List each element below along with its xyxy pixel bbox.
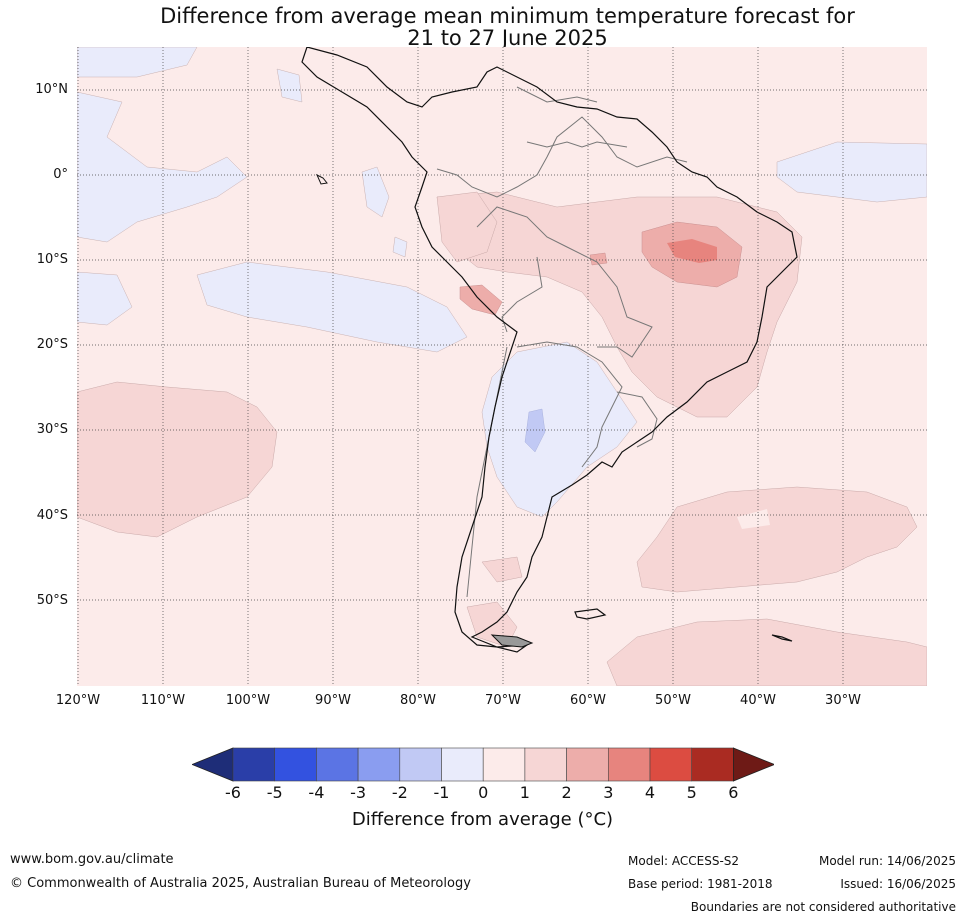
lon-label-30w: 30°W [825, 693, 861, 708]
cool-region-pacific-small-3 [392, 236, 408, 258]
lat-label-20s: 20°S [36, 337, 68, 352]
warm-region-patagonia [481, 556, 523, 583]
cool-region-southern-cone-inner [524, 408, 546, 453]
lon-label-120w: 120°W [55, 693, 101, 708]
lon-label-70w: 70°W [485, 693, 521, 708]
cool-region-pacific-small-2 [361, 166, 390, 218]
footer-copyright: © Commonwealth of Australia 2025, Austra… [10, 876, 471, 891]
forecast-map [77, 47, 927, 686]
lat-label-30s: 30°S [36, 422, 68, 437]
south-georgia [771, 634, 793, 642]
cool-region-atlantic-east [776, 141, 927, 203]
colorbar-under-arrow [192, 747, 234, 782]
colorbar-segment [607, 747, 651, 782]
colorbar-tick-label: 1 [519, 783, 530, 802]
colorbar-label: Difference from average (°C) [351, 809, 614, 830]
colorbar-segment [524, 747, 567, 782]
cool-region-pacific-south [77, 271, 133, 326]
warm-region-south-atlantic [636, 486, 918, 593]
lon-label-80w: 80°W [400, 693, 436, 708]
galapagos [315, 173, 328, 185]
warm-region-andes-north [436, 191, 498, 263]
lon-label-60w: 60°W [570, 693, 606, 708]
colorbar-segment [691, 747, 734, 782]
colorbar-tick-label: -1 [433, 783, 450, 802]
title-line-2: 21 to 27 June 2025 [407, 26, 608, 50]
lat-label-10n: 10°N [35, 82, 68, 97]
lat-label-50s: 50°S [36, 593, 68, 608]
lon-label-90w: 90°W [315, 693, 351, 708]
colorbar-tick-label: -4 [308, 783, 325, 802]
colorbar-segment [441, 747, 484, 782]
colorbar-segment [566, 747, 609, 782]
colorbar-tick-label: 2 [561, 783, 572, 802]
colorbar-segment [316, 747, 359, 782]
colorbar-tick-label: 6 [728, 783, 739, 802]
lon-label-100w: 100°W [225, 693, 271, 708]
title-line-1: Difference from average mean minimum tem… [160, 4, 855, 28]
cool-region-nw [77, 47, 198, 78]
colorbar-segment [399, 747, 442, 782]
cool-region-southern-cone [481, 341, 638, 518]
lon-label-110w: 110°W [140, 693, 186, 708]
graticule [77, 47, 927, 686]
colorbar-over-arrow [733, 747, 774, 782]
colorbar [192, 747, 774, 782]
colorbar-tick-label: -5 [266, 783, 283, 802]
colorbar-tick-label: 5 [686, 783, 697, 802]
colorbar-tick-label: 0 [478, 783, 489, 802]
colorbar-tick-label: -3 [350, 783, 367, 802]
map-title: Difference from average mean minimum tem… [0, 5, 965, 49]
footer-disclaimer: Boundaries are not considered authoritat… [690, 900, 956, 914]
warm3-region-core [667, 239, 717, 263]
colorbar-segment [649, 747, 693, 782]
warm-region-south-pacific [77, 381, 278, 538]
footer-issued: Issued: 16/06/2025 [840, 877, 956, 891]
lat-label-0: 0° [53, 167, 68, 182]
cool-region-pacific-equatorial [77, 91, 248, 243]
colorbar-tick-label: -2 [391, 783, 408, 802]
footer-base-period: Base period: 1981-2018 [628, 877, 773, 891]
tierra-del-fuego [490, 634, 534, 648]
warm2-region-small [589, 252, 608, 266]
colorbar-segment [274, 747, 317, 782]
colorbar-tick-label: 3 [603, 783, 614, 802]
lon-label-40w: 40°W [740, 693, 776, 708]
footer-url[interactable]: www.bom.gov.au/climate [10, 852, 174, 867]
colorbar-tick-label: 4 [644, 783, 656, 802]
colorbar-segment [482, 747, 526, 782]
lat-label-40s: 40°S [36, 508, 68, 523]
colorbar-segment [232, 747, 276, 782]
cool-region-pacific-band [196, 261, 468, 353]
lon-label-50w: 50°W [655, 693, 691, 708]
colorbar-tick-label: -6 [225, 783, 241, 802]
cool-region-pacific-small-1 [276, 68, 303, 103]
warm-region-south-lower [606, 618, 927, 686]
falkland-islands [574, 608, 607, 620]
footer-model: Model: ACCESS-S2 [628, 854, 740, 868]
lat-label-10s: 10°S [36, 252, 68, 267]
footer-model-run: Model run: 14/06/2025 [818, 854, 956, 868]
colorbar-segment [357, 747, 401, 782]
map-background [77, 47, 927, 686]
south-america-coastline [301, 47, 798, 653]
warm-region-south-atlantic-gap [737, 509, 770, 529]
